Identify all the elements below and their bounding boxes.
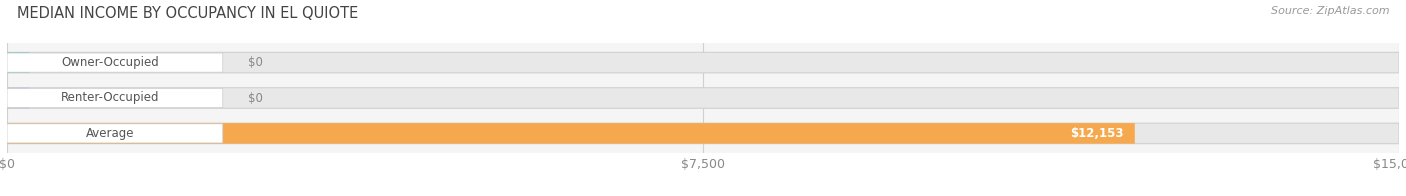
Text: $0: $0 <box>247 92 263 104</box>
FancyBboxPatch shape <box>7 123 1399 144</box>
FancyBboxPatch shape <box>7 88 30 108</box>
Text: Average: Average <box>86 127 135 140</box>
FancyBboxPatch shape <box>7 52 30 73</box>
FancyBboxPatch shape <box>7 123 1135 144</box>
FancyBboxPatch shape <box>7 88 1399 108</box>
Text: MEDIAN INCOME BY OCCUPANCY IN EL QUIOTE: MEDIAN INCOME BY OCCUPANCY IN EL QUIOTE <box>17 6 359 21</box>
FancyBboxPatch shape <box>7 53 222 72</box>
FancyBboxPatch shape <box>7 52 1399 73</box>
FancyBboxPatch shape <box>7 88 222 108</box>
Text: $0: $0 <box>247 56 263 69</box>
Text: Renter-Occupied: Renter-Occupied <box>62 92 160 104</box>
Text: $12,153: $12,153 <box>1070 127 1123 140</box>
FancyBboxPatch shape <box>7 124 222 143</box>
Text: Owner-Occupied: Owner-Occupied <box>62 56 159 69</box>
Text: Source: ZipAtlas.com: Source: ZipAtlas.com <box>1271 6 1389 16</box>
